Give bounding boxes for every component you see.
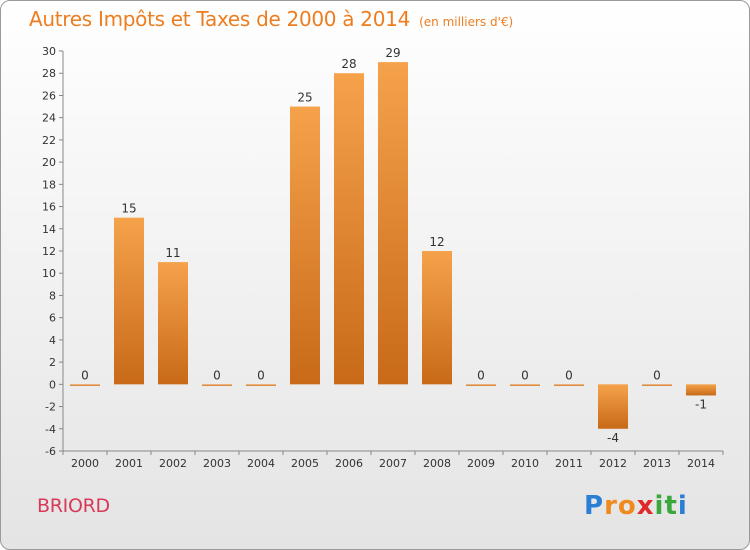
bar (202, 384, 232, 386)
data-label: 0 (81, 368, 89, 382)
data-label: 0 (257, 368, 265, 382)
x-tick-label: 2008 (423, 457, 451, 470)
x-tick-label: 2010 (511, 457, 539, 470)
y-tick-label: 24 (42, 112, 56, 125)
chart-bars (70, 62, 716, 429)
logo-letter: o (617, 491, 637, 521)
logo-letter: i (654, 491, 665, 521)
bar (422, 251, 452, 385)
y-tick-label: -4 (45, 423, 56, 436)
y-tick-label: 22 (42, 134, 56, 147)
y-tick-label: -2 (45, 401, 56, 414)
logo-letter: x (636, 491, 655, 521)
chart-title: Autres Impôts et Taxes de 2000 à 2014 (29, 7, 410, 31)
x-tick-label: 2004 (247, 457, 275, 470)
data-label: 0 (565, 368, 573, 382)
x-tick-label: 2003 (203, 457, 231, 470)
y-tick-label: 18 (42, 178, 56, 191)
bar (334, 73, 364, 385)
data-label: 28 (341, 57, 356, 71)
proxiti-logo: Proxiti (584, 491, 688, 521)
bar (554, 384, 584, 386)
y-tick-label: 14 (42, 223, 56, 236)
data-label: 15 (121, 202, 136, 216)
y-tick-label: 4 (49, 334, 56, 347)
bar (642, 384, 672, 386)
x-tick-label: 2001 (115, 457, 143, 470)
x-tick-label: 2011 (555, 457, 583, 470)
y-tick-label: 10 (42, 267, 56, 280)
data-label: 12 (429, 235, 444, 249)
y-tick-label: 8 (49, 289, 56, 302)
data-label: 0 (653, 368, 661, 382)
data-label: -1 (695, 397, 707, 411)
x-tick-label: 2014 (687, 457, 715, 470)
y-tick-label: 28 (42, 67, 56, 80)
x-tick-label: 2002 (159, 457, 187, 470)
logo-letter: i (677, 491, 688, 521)
y-tick-label: -6 (45, 445, 56, 458)
x-tick-label: 2000 (71, 457, 99, 470)
y-tick-label: 2 (49, 356, 56, 369)
y-tick-label: 6 (49, 312, 56, 325)
bar (686, 384, 716, 396)
logo-letter: r (604, 491, 618, 521)
data-label: -4 (607, 431, 619, 445)
data-label: 25 (297, 91, 312, 105)
y-tick-label: 12 (42, 245, 56, 258)
bar (510, 384, 540, 386)
x-tick-label: 2009 (467, 457, 495, 470)
y-tick-label: 0 (49, 378, 56, 391)
y-tick-label: 30 (42, 45, 56, 58)
commune-name: BRIORD (37, 495, 110, 517)
bar (466, 384, 496, 386)
data-label: 11 (165, 246, 180, 260)
logo-letter: P (584, 491, 605, 521)
data-label: 0 (477, 368, 485, 382)
y-tick-label: 16 (42, 201, 56, 214)
x-tick-label: 2007 (379, 457, 407, 470)
y-tick-label: 26 (42, 89, 56, 102)
bar (158, 262, 188, 385)
bar (290, 106, 320, 385)
x-tick-label: 2006 (335, 457, 363, 470)
logo-letter: t (664, 491, 678, 521)
bar (598, 384, 628, 429)
y-tick-label: 20 (42, 156, 56, 169)
bar (114, 217, 144, 385)
x-tick-label: 2005 (291, 457, 319, 470)
bar (246, 384, 276, 386)
chart-unit: (en milliers d'€) (419, 15, 514, 29)
chart-title-row: Autres Impôts et Taxes de 2000 à 2014 (e… (29, 7, 513, 31)
data-label: 0 (521, 368, 529, 382)
x-tick-label: 2012 (599, 457, 627, 470)
bar (70, 384, 100, 386)
data-label: 0 (213, 368, 221, 382)
x-tick-label: 2013 (643, 457, 671, 470)
bar (378, 62, 408, 385)
data-label: 29 (385, 46, 400, 60)
chart-labels: 0 15 11 0 0 25 28 29 12 0 0 0 -4 0 -1 (81, 46, 707, 445)
